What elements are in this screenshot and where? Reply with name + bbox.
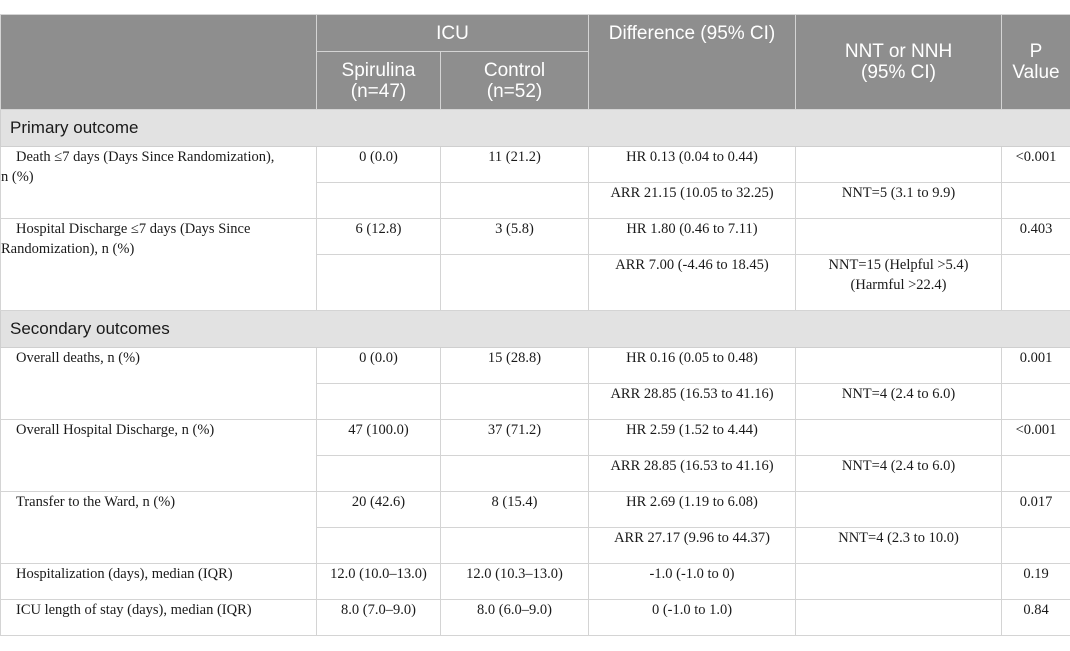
p-value: 0.19 [1001, 563, 1070, 600]
header-p-line1: P [1029, 41, 1043, 62]
header-nnt-line1: NNT or NNH [844, 41, 953, 62]
table-header: ICU Difference (95% CI) NNT or NNH (95% … [0, 14, 1070, 110]
row-label: Transfer to the Ward, n (%) [0, 491, 317, 564]
arr-value: ARR 28.85 (16.53 to 41.16) [588, 383, 797, 420]
spirulina-value: 6 (12.8) [316, 218, 441, 255]
header-difference: Difference (95% CI) [588, 14, 797, 110]
arr-value: ARR 21.15 (10.05 to 32.25) [588, 182, 797, 219]
nnt-value: NNT=5 (3.1 to 9.9) [795, 182, 1003, 219]
p-value: 0.001 [1001, 347, 1070, 384]
hr-value: HR 2.69 (1.19 to 6.08) [588, 491, 797, 528]
table-row: Hospitalization (days), median (IQR) 12.… [0, 563, 1070, 600]
control-value: 37 (71.2) [439, 419, 590, 456]
arr-value: ARR 28.85 (16.53 to 41.16) [588, 455, 797, 492]
difference-value: -1.0 (-1.0 to 0) [588, 563, 797, 600]
table-row: Overall Hospital Discharge, n (%) 47 (10… [0, 419, 1070, 492]
header-nnt-line2: (95% CI) [861, 62, 936, 83]
header-p-line2: Value [1012, 62, 1060, 83]
p-value: 0.403 [1001, 218, 1070, 255]
table-row: Overall deaths, n (%) 0 (0.0) 15 (28.8) … [0, 347, 1070, 420]
nnt-value [795, 419, 1003, 456]
row-label: Death ≤7 days (Days Since Randomization)… [0, 146, 317, 219]
spirulina-value: 0 (0.0) [316, 146, 441, 183]
nnt-value [795, 491, 1003, 528]
header-spirulina-n: (n=47) [350, 81, 407, 102]
row-label: ICU length of stay (days), median (IQR) [0, 599, 317, 636]
nnt-value [795, 218, 1003, 255]
section-title: Primary outcome [0, 109, 1070, 147]
table-row: Hospital Discharge ≤7 days (Days Since R… [0, 218, 1070, 311]
header-p-value: P Value [1001, 14, 1070, 110]
spirulina-value: 12.0 (10.0–13.0) [316, 563, 441, 600]
control-value: 12.0 (10.3–13.0) [439, 563, 590, 600]
nnt-value: NNT=4 (2.3 to 10.0) [795, 527, 1003, 564]
table-row: ICU length of stay (days), median (IQR) … [0, 599, 1070, 636]
table-row: ARR 7.00 (-4.46 to 18.45) NNT=15 (Helpfu… [1, 254, 1070, 311]
hr-value: HR 0.13 (0.04 to 0.44) [588, 146, 797, 183]
spirulina-value: 0 (0.0) [316, 347, 441, 384]
p-value: <0.001 [1001, 146, 1070, 183]
hr-value: HR 2.59 (1.52 to 4.44) [588, 419, 797, 456]
section-secondary: Secondary outcomes [0, 310, 1070, 348]
table-row: Death ≤7 days (Days Since Randomization)… [0, 146, 1070, 219]
control-value: 15 (28.8) [439, 347, 590, 384]
row-label: Overall Hospital Discharge, n (%) [0, 419, 317, 492]
control-value: 8 (15.4) [439, 491, 590, 528]
nnt-value [795, 146, 1003, 183]
section-title: Secondary outcomes [0, 310, 1070, 348]
p-value: 0.017 [1001, 491, 1070, 528]
section-primary: Primary outcome [0, 109, 1070, 147]
control-value: 3 (5.8) [439, 218, 590, 255]
nnt-value: NNT=4 (2.4 to 6.0) [795, 383, 1003, 420]
header-outcome-blank [0, 14, 317, 110]
header-spirulina-name: Spirulina [341, 60, 416, 81]
table-row: Transfer to the Ward, n (%) 20 (42.6) 8 … [0, 491, 1070, 564]
hr-value: HR 1.80 (0.46 to 7.11) [588, 218, 797, 255]
spirulina-value: 8.0 (7.0–9.0) [316, 599, 441, 636]
spirulina-value: 47 (100.0) [316, 419, 441, 456]
arr-value: ARR 27.17 (9.96 to 44.37) [588, 527, 797, 564]
header-control: Control (n=52) [439, 51, 590, 110]
hr-value: HR 0.16 (0.05 to 0.48) [588, 347, 797, 384]
nnt-value: NNT=15 (Helpful >5.4) (Harmful >22.4) [795, 254, 1003, 311]
nnt-value [795, 563, 1003, 600]
control-value: 8.0 (6.0–9.0) [439, 599, 590, 636]
header-control-name: Control [483, 60, 546, 81]
header-control-n: (n=52) [486, 81, 543, 102]
row-label: Hospital Discharge ≤7 days (Days Since R… [0, 218, 317, 311]
nnt-value [795, 347, 1003, 384]
outcomes-table: ICU Difference (95% CI) NNT or NNH (95% … [0, 14, 1070, 636]
row-label: Overall deaths, n (%) [0, 347, 317, 420]
nnt-value [795, 599, 1003, 636]
p-value: 0.84 [1001, 599, 1070, 636]
arr-value: ARR 7.00 (-4.46 to 18.45) [588, 254, 797, 311]
header-nnt: NNT or NNH (95% CI) [795, 14, 1003, 110]
header-spirulina: Spirulina (n=47) [316, 51, 441, 110]
table-row: ARR 28.85 (16.53 to 41.16) NNT=4 (2.4 to… [1, 455, 1070, 492]
p-value: <0.001 [1001, 419, 1070, 456]
nnt-value: NNT=4 (2.4 to 6.0) [795, 455, 1003, 492]
spirulina-value: 20 (42.6) [316, 491, 441, 528]
row-label: Hospitalization (days), median (IQR) [0, 563, 317, 600]
control-value: 11 (21.2) [439, 146, 590, 183]
header-icu: ICU [315, 14, 590, 52]
table-row: ARR 28.85 (16.53 to 41.16) NNT=4 (2.4 to… [1, 383, 1070, 420]
difference-value: 0 (-1.0 to 1.0) [588, 599, 797, 636]
